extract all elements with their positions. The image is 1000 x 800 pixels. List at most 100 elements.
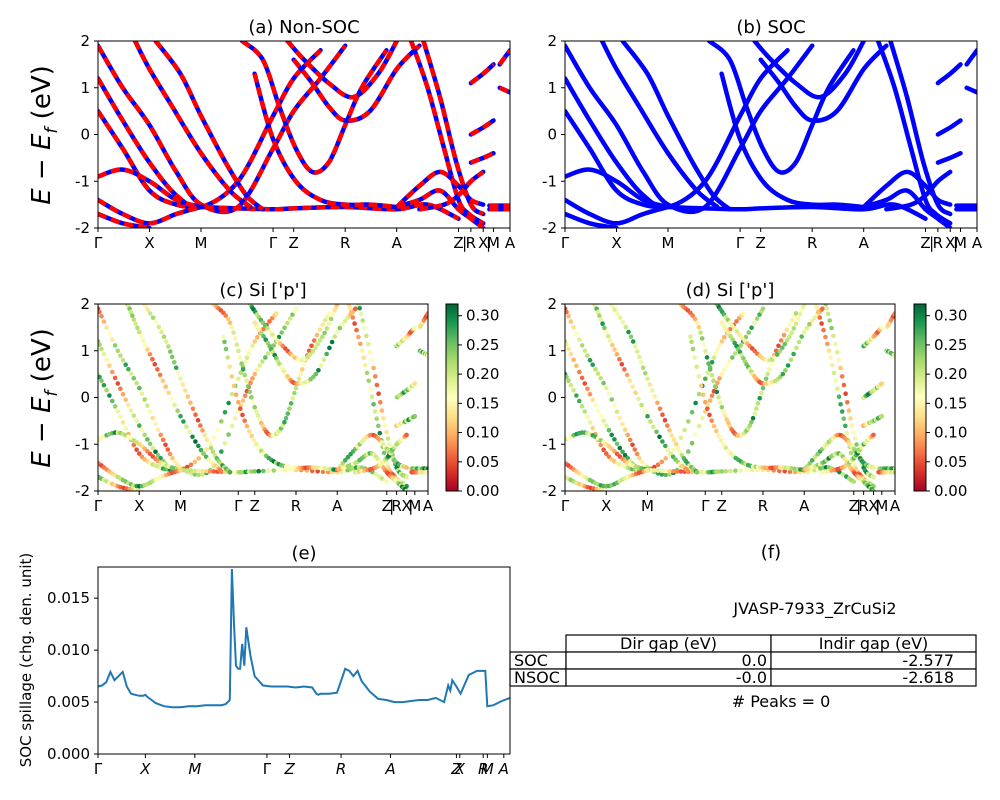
projection-point-c	[332, 334, 338, 339]
projection-point-c	[155, 367, 160, 372]
projection-point-d	[799, 334, 804, 339]
projection-point-c	[143, 342, 148, 348]
projection-point-d	[690, 346, 696, 352]
band-line	[935, 118, 963, 137]
projection-point-c	[283, 415, 289, 421]
colorbar-tick-label-c: 0.30	[466, 307, 499, 325]
projection-point-c	[231, 383, 237, 389]
x-tick-label-b: Z	[756, 234, 766, 252]
projection-point-d	[638, 360, 644, 365]
projection-point-c	[242, 360, 248, 365]
projection-point-d	[825, 311, 831, 317]
projection-point-d	[754, 406, 759, 411]
ylabel-e: E	[27, 451, 57, 468]
projection-point-c	[112, 343, 118, 348]
projection-point-c	[229, 391, 235, 397]
projection-point-d	[784, 338, 790, 343]
projection-point-c	[358, 311, 364, 317]
projection-point-d	[655, 468, 661, 473]
projection-point-d	[689, 440, 695, 446]
projection-point-d	[612, 437, 617, 442]
projection-point-d	[668, 451, 673, 456]
projection-point-d	[645, 413, 650, 419]
colorbar-tick-label-d: 0.30	[934, 307, 967, 325]
projection-point-c	[261, 326, 266, 332]
projection-point-d	[833, 378, 838, 384]
projection-point-d	[662, 418, 668, 423]
projection-point-c	[382, 423, 388, 428]
projection-point-d	[787, 469, 793, 475]
band-line-blue	[98, 43, 348, 215]
projection-point-d	[652, 394, 658, 399]
projection-point-d	[582, 381, 588, 386]
projection-point-d	[871, 432, 876, 438]
projection-point-c	[425, 311, 428, 316]
projection-point-c	[118, 353, 123, 358]
projection-point-c	[175, 408, 180, 414]
projection-point-d	[689, 339, 694, 345]
projection-point-d	[696, 324, 702, 330]
projection-point-d	[738, 343, 743, 348]
projection-point-c	[123, 362, 128, 368]
projection-point-d	[628, 334, 634, 340]
y-tick-label-b: -1	[542, 172, 557, 190]
projection-point-d	[795, 316, 801, 322]
projection-point-d	[715, 380, 720, 386]
projection-point-c	[101, 351, 107, 357]
ylabel-unit: (eV)	[27, 328, 57, 390]
projection-point-c	[358, 341, 363, 347]
projection-point-c	[178, 376, 183, 382]
projection-point-d	[598, 317, 604, 322]
projection-point-c	[153, 421, 158, 427]
projection-point-c	[128, 371, 134, 376]
projection-point-d	[659, 459, 665, 465]
projection-point-d	[871, 465, 876, 470]
projection-point-d	[759, 390, 764, 396]
projection-point-d	[871, 488, 876, 491]
projection-point-d	[595, 408, 601, 413]
projection-point-c	[148, 311, 153, 316]
y-tick-label-b: 0	[547, 126, 557, 144]
projection-point-d	[838, 402, 843, 407]
projection-point-c	[248, 347, 253, 352]
projection-point-d	[674, 469, 680, 474]
y-tick-label-e: 0.000	[47, 745, 90, 763]
band-line	[861, 188, 953, 228]
projection-point-c	[361, 355, 367, 361]
projection-point-c	[247, 428, 252, 434]
projection-point-d	[824, 306, 829, 311]
projection-point-c	[193, 412, 198, 418]
material-id: JVASP-7933_ZrCuSi2	[732, 599, 896, 619]
projection-point-c	[140, 338, 146, 343]
projection-point-d	[755, 401, 761, 406]
projection-point-c	[328, 316, 334, 322]
x-tick-label-b: Z	[920, 234, 930, 252]
frame-a	[97, 40, 511, 229]
projection-point-d	[785, 363, 791, 368]
projection-point-c	[185, 464, 190, 470]
projection-point-c	[150, 415, 156, 421]
projection-point-d	[645, 376, 650, 382]
projection-point-c	[145, 437, 150, 442]
projection-point-d	[612, 403, 617, 408]
projection-point-c	[246, 351, 251, 356]
projection-point-d	[663, 468, 668, 474]
projection-point-c	[145, 403, 150, 408]
projection-point-c	[366, 378, 372, 384]
projection-point-d	[718, 438, 724, 443]
y-tick-label-c: 2	[80, 295, 90, 313]
projection-point-c	[226, 400, 231, 406]
projection-point-d	[835, 386, 840, 392]
projection-point-d	[606, 391, 612, 396]
projection-point-c	[354, 327, 359, 333]
projection-point-d	[677, 449, 683, 455]
band-line-red	[98, 44, 347, 215]
projection-point-d	[787, 322, 792, 327]
projection-point-c	[254, 442, 259, 447]
projection-point-c	[263, 337, 269, 343]
band-line	[565, 167, 671, 210]
x-tick-label-a: Z	[289, 234, 299, 252]
projection-point-d	[820, 306, 825, 312]
projection-point-c	[425, 353, 428, 358]
